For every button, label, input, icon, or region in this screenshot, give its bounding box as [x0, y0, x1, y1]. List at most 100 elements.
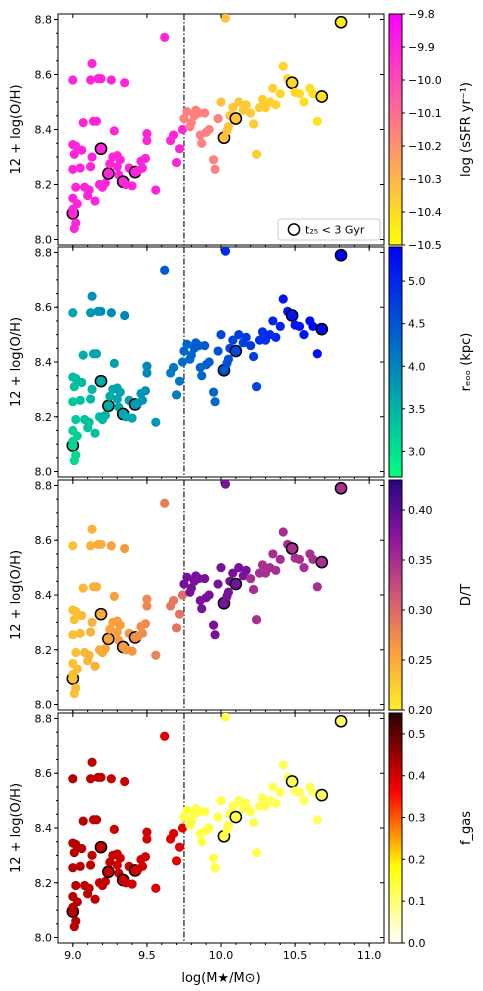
data-point: [223, 122, 234, 132]
axes-frame: [57, 712, 385, 944]
data-point: [84, 650, 94, 660]
data-point: [241, 332, 251, 342]
data-point: [208, 853, 219, 863]
data-point: [68, 308, 78, 318]
data-point: [213, 113, 223, 124]
data-point: [249, 119, 259, 129]
data-point: [68, 891, 78, 902]
data-point: [168, 362, 179, 373]
y-tick-label: 8.2: [35, 644, 53, 657]
x-tick-label: 11.0: [357, 949, 382, 962]
data-point: [115, 155, 125, 165]
data-point: [220, 480, 231, 489]
data-point: [213, 346, 223, 356]
data-point: [84, 417, 94, 427]
data-point: [334, 714, 348, 728]
data-point: [120, 78, 130, 88]
data-point: [168, 130, 179, 140]
colorbar-tick-label: −9.8: [408, 8, 435, 21]
y-tick-label: 8.2: [35, 877, 53, 890]
panel-2: 8.0 8.2 8.4 8.6 8.8 12 + log(O/H) 0.40 0.35 0.30…: [9, 479, 474, 717]
x-tick-label: 9.0: [64, 949, 82, 962]
data-point: [171, 623, 182, 633]
data-point: [200, 573, 210, 584]
data-point: [87, 850, 97, 860]
data-point: [182, 107, 192, 117]
data-point: [68, 164, 78, 174]
data-point: [197, 138, 207, 148]
data-point: [102, 399, 115, 413]
data-point: [334, 248, 348, 262]
data-point: [210, 164, 220, 174]
data-point: [249, 351, 259, 362]
data-point: [251, 149, 262, 159]
data-point: [200, 806, 210, 817]
data-point: [90, 661, 100, 671]
data-point: [87, 757, 97, 767]
data-point: [257, 560, 268, 570]
data-point: [77, 145, 87, 155]
data-point: [268, 549, 278, 559]
data-point: [229, 344, 243, 358]
data-point: [204, 124, 214, 135]
data-point: [177, 590, 188, 600]
data-point: [86, 394, 96, 404]
data-point: [285, 542, 299, 555]
data-point: [171, 157, 182, 168]
data-point: [210, 397, 220, 407]
data-point: [216, 563, 226, 573]
data-point: [220, 14, 231, 23]
colorbar-tick-label: 0.3: [408, 812, 426, 825]
y-tick-label: 8.2: [35, 411, 53, 424]
data-point: [151, 883, 161, 893]
data-point: [109, 358, 119, 368]
data-point: [208, 620, 219, 630]
data-point: [285, 309, 299, 322]
data-point: [96, 539, 106, 549]
data-point: [197, 604, 207, 614]
data-point: [208, 387, 219, 397]
data-point: [140, 386, 151, 396]
data-point: [174, 609, 185, 619]
colorbar-tick-label: 3.0: [408, 445, 426, 458]
data-point: [174, 376, 185, 386]
data-point: [102, 632, 115, 646]
data-point: [294, 321, 305, 332]
data-point: [228, 102, 238, 113]
data-point: [308, 787, 318, 798]
data-point: [84, 185, 94, 195]
data-point: [204, 590, 214, 600]
data-point: [275, 321, 285, 332]
data-point: [71, 647, 81, 658]
data-point: [251, 382, 262, 392]
axes-frame: [57, 246, 385, 478]
data-point: [86, 162, 96, 172]
x-tick-label: 10.5: [283, 949, 308, 962]
data-point: [251, 615, 262, 625]
y-tick-label: 8.2: [35, 179, 53, 192]
y-tick-label: 8.0: [35, 699, 53, 712]
data-point: [69, 382, 79, 392]
panel-1: 8.0 8.2 8.4 8.6 8.8 12 + log(O/H) 5.0 4.5 4.0 3.5…: [9, 246, 474, 481]
data-point: [120, 543, 130, 554]
data-point: [312, 349, 322, 359]
colorbar-label: log (sSFR yr⁻¹): [459, 82, 474, 177]
data-point: [115, 620, 125, 630]
data-point: [278, 61, 288, 71]
data-point: [86, 860, 96, 870]
data-point: [229, 810, 243, 824]
data-point: [109, 591, 119, 601]
colorbar-tick-label: −10.1: [408, 107, 442, 120]
colorbar: [388, 712, 403, 944]
data-point: [229, 112, 243, 125]
data-point: [100, 876, 111, 886]
data-point: [142, 368, 152, 378]
data-point: [86, 541, 96, 551]
colorbar-tick-label: 0.1: [408, 895, 426, 908]
data-point: [69, 615, 79, 625]
data-point: [71, 414, 81, 425]
data-point: [174, 842, 185, 852]
data-point: [241, 565, 251, 575]
colorbar-tick-label: 0.0: [408, 937, 426, 950]
data-point: [115, 387, 125, 397]
